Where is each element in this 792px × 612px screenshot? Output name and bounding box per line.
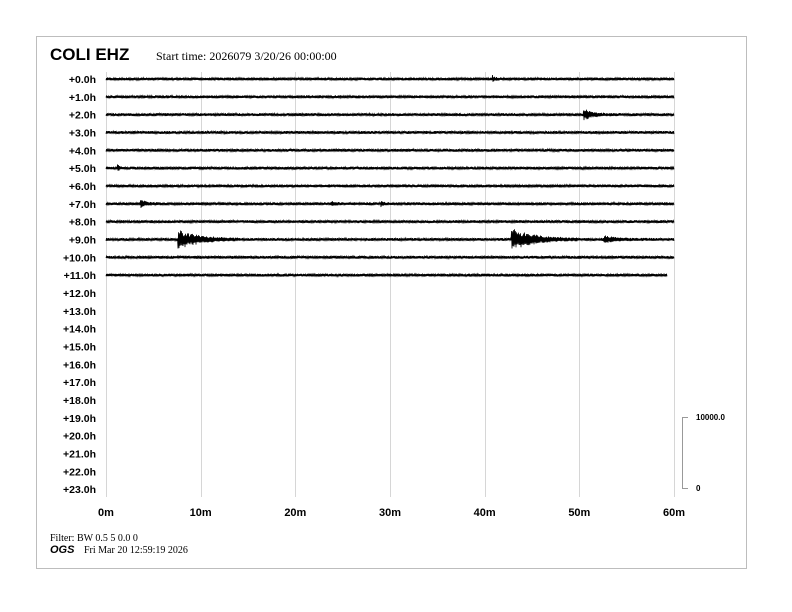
row-label: +5.0h — [69, 163, 96, 175]
row-label: +16.0h — [63, 359, 96, 371]
row-label: +10.0h — [63, 252, 96, 264]
station-title: COLI EHZ — [50, 45, 129, 64]
row-label: +14.0h — [63, 324, 96, 336]
trace-row-8 — [105, 218, 675, 225]
x-tick-label: 10m — [190, 507, 212, 519]
row-label: +13.0h — [63, 306, 96, 318]
vertical-gridlines — [106, 72, 675, 497]
row-label: +2.0h — [69, 110, 96, 122]
trace-row-4 — [105, 147, 675, 154]
seismic-traces — [105, 75, 675, 278]
x-tick-label: 30m — [379, 507, 401, 519]
row-label: +0.0h — [69, 74, 96, 86]
trace-row-11 — [105, 272, 668, 278]
org-logo: OGS — [50, 544, 75, 556]
row-label: +23.0h — [63, 484, 96, 496]
plot-frame — [36, 36, 747, 569]
trace-row-0 — [105, 75, 675, 82]
x-tick-label: 60m — [663, 507, 685, 519]
x-tick-label: 20m — [284, 507, 306, 519]
row-label: +12.0h — [63, 288, 96, 300]
trace-row-2 — [105, 109, 675, 121]
trace-row-1 — [105, 94, 675, 100]
x-axis-labels: 0m 10m 20m 30m 40m 50m 60m — [98, 507, 685, 519]
row-label: +18.0h — [63, 395, 96, 407]
trace-row-5 — [105, 164, 675, 171]
plot-timestamp: Fri Mar 20 12:59:19 2026 — [84, 545, 188, 556]
row-label: +4.0h — [69, 145, 96, 157]
row-label: +15.0h — [63, 341, 96, 353]
x-tick-label: 40m — [474, 507, 496, 519]
row-label: +7.0h — [69, 199, 96, 211]
start-time: Start time: 2026079 3/20/26 00:00:00 — [156, 49, 337, 63]
trace-row-6 — [105, 183, 675, 189]
filter-info: Filter: BW 0.5 5 0.0 0 — [50, 533, 138, 544]
row-label: +1.0h — [69, 92, 96, 104]
row-label: +20.0h — [63, 431, 96, 443]
row-label: +21.0h — [63, 448, 96, 460]
row-label: +6.0h — [69, 181, 96, 193]
row-label: +22.0h — [63, 466, 96, 478]
row-label: +17.0h — [63, 377, 96, 389]
x-tick-label: 0m — [98, 507, 114, 519]
amplitude-scale-bar: 10000.0 0 — [682, 413, 725, 493]
trace-row-3 — [105, 129, 675, 136]
row-label: +11.0h — [64, 270, 96, 282]
x-tick-label: 50m — [568, 507, 590, 519]
trace-row-7 — [105, 200, 675, 209]
trace-row-9 — [105, 229, 675, 249]
row-labels: +0.0h +1.0h +2.0h +3.0h +4.0h +5.0h +6.0h +7.0h… — [63, 74, 96, 496]
row-label: +19.0h — [63, 413, 96, 425]
trace-row-10 — [105, 254, 675, 261]
row-label: +3.0h — [69, 127, 96, 139]
scale-bracket — [682, 417, 688, 489]
row-label: +8.0h — [69, 217, 96, 229]
scale-top-label: 10000.0 — [696, 413, 725, 422]
scale-bottom-label: 0 — [696, 484, 701, 493]
row-label: +9.0h — [69, 234, 96, 246]
